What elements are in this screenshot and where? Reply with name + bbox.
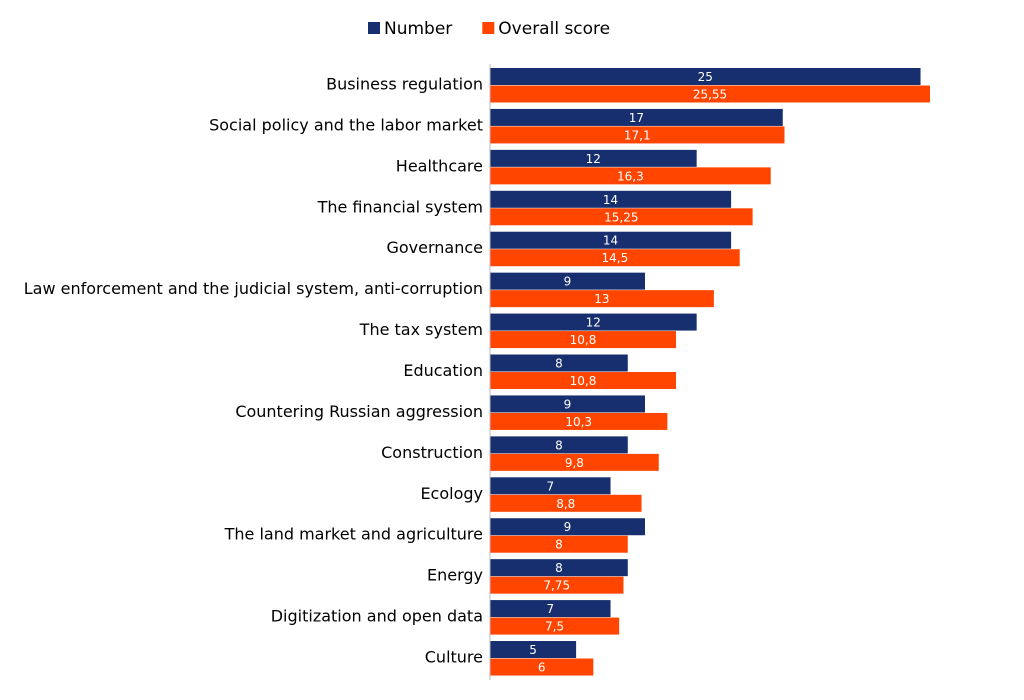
bar bbox=[490, 108, 783, 126]
legend-label: Number bbox=[384, 19, 452, 39]
bar bbox=[490, 167, 771, 185]
value-label: 5 bbox=[529, 643, 537, 657]
value-label: 8 bbox=[555, 438, 563, 452]
value-label: 25,55 bbox=[693, 88, 727, 102]
value-label: 7,5 bbox=[545, 620, 564, 634]
bar bbox=[490, 149, 697, 167]
value-label: 15,25 bbox=[604, 210, 638, 224]
category-label: Governance bbox=[386, 238, 483, 257]
value-label: 14 bbox=[603, 193, 618, 207]
category-label: Law enforcement and the judicial system,… bbox=[24, 279, 483, 298]
value-label: 17 bbox=[629, 111, 644, 125]
legend-label: Overall score bbox=[498, 19, 610, 39]
value-label: 9 bbox=[564, 520, 572, 534]
value-label: 17,1 bbox=[624, 128, 651, 142]
bar bbox=[490, 494, 642, 512]
category-label: Education bbox=[403, 361, 483, 380]
bar bbox=[490, 85, 930, 103]
value-label: 7 bbox=[546, 602, 554, 616]
bar bbox=[490, 313, 697, 331]
value-label: 7,75 bbox=[543, 579, 570, 593]
bar bbox=[490, 600, 611, 618]
value-label: 14,5 bbox=[601, 251, 628, 265]
value-label: 9,8 bbox=[565, 456, 584, 470]
bar bbox=[490, 477, 611, 495]
bar bbox=[490, 617, 620, 635]
bar bbox=[490, 68, 921, 85]
value-label: 8 bbox=[555, 538, 563, 552]
value-label: 9 bbox=[564, 397, 572, 411]
bar bbox=[490, 249, 740, 267]
legend-swatch bbox=[482, 22, 495, 34]
value-label: 10,3 bbox=[565, 415, 592, 429]
category-label: Digitization and open data bbox=[271, 607, 483, 626]
bar bbox=[490, 231, 732, 249]
bar bbox=[490, 559, 628, 577]
category-label: Construction bbox=[381, 443, 483, 462]
value-label: 14 bbox=[603, 234, 618, 248]
bar bbox=[490, 126, 785, 144]
category-label: The tax system bbox=[359, 320, 483, 339]
bar bbox=[490, 412, 668, 430]
bar bbox=[490, 436, 628, 454]
bar bbox=[490, 576, 624, 594]
bar bbox=[490, 658, 594, 676]
value-label: 9 bbox=[564, 275, 572, 289]
value-label: 12 bbox=[586, 152, 601, 166]
value-label: 16,3 bbox=[617, 169, 644, 183]
value-label: 8 bbox=[555, 561, 563, 575]
bar bbox=[490, 331, 676, 349]
category-label: The land market and agriculture bbox=[224, 525, 483, 544]
category-label: The financial system bbox=[317, 197, 483, 216]
category-label: Countering Russian aggression bbox=[235, 402, 483, 421]
value-label: 6 bbox=[538, 661, 546, 675]
value-label: 8 bbox=[555, 357, 563, 371]
bar bbox=[490, 272, 645, 290]
category-label: Energy bbox=[427, 566, 483, 585]
category-label: Healthcare bbox=[396, 156, 483, 175]
bar bbox=[490, 535, 628, 553]
legend-swatch bbox=[368, 22, 380, 34]
category-label: Business regulation bbox=[326, 75, 483, 94]
value-label: 12 bbox=[586, 316, 601, 330]
bar bbox=[490, 354, 628, 372]
bar bbox=[490, 290, 714, 308]
category-label: Social policy and the labor market bbox=[209, 115, 483, 134]
bar bbox=[490, 518, 645, 536]
bar bbox=[490, 372, 676, 390]
value-label: 8,8 bbox=[556, 497, 575, 511]
value-label: 25 bbox=[698, 70, 713, 84]
value-label: 7 bbox=[546, 479, 554, 493]
category-label: Ecology bbox=[420, 484, 483, 503]
bar bbox=[490, 395, 645, 413]
category-label: Culture bbox=[425, 648, 483, 667]
value-label: 13 bbox=[594, 292, 609, 306]
value-label: 10,8 bbox=[570, 333, 597, 347]
bar bbox=[490, 453, 659, 471]
bar bbox=[490, 208, 753, 226]
value-label: 10,8 bbox=[570, 374, 597, 388]
bar bbox=[490, 641, 577, 659]
bar bbox=[490, 190, 732, 208]
